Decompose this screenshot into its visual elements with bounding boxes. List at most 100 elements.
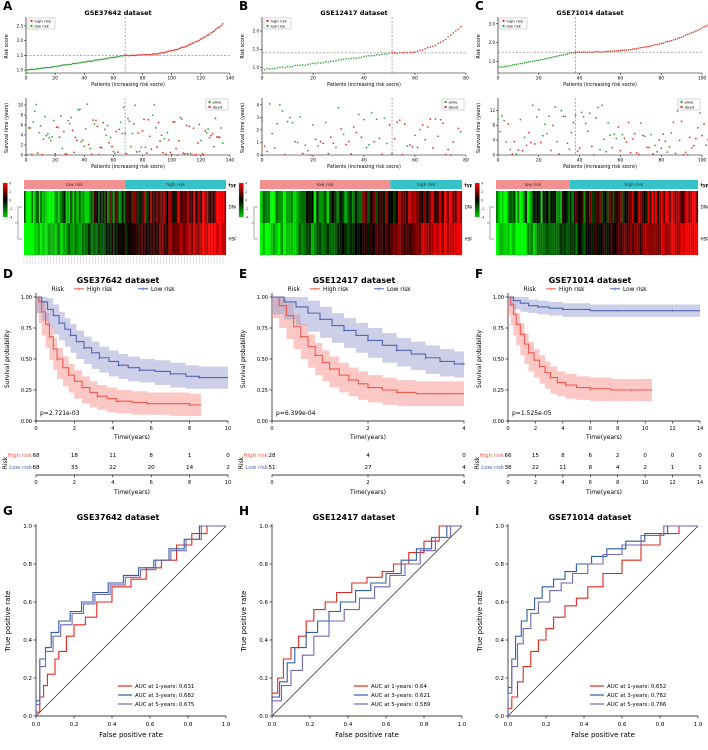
svg-text:1: 1 [256, 140, 259, 145]
svg-text:2: 2 [481, 190, 483, 194]
svg-text:AUC at 3-years: 0.782: AUC at 3-years: 0.782 [607, 693, 666, 699]
svg-text:1.5: 1.5 [253, 47, 260, 52]
svg-text:6: 6 [589, 453, 593, 459]
svg-text:20: 20 [52, 76, 58, 82]
svg-text:Survival time (years): Survival time (years) [240, 103, 246, 153]
svg-text:alive: alive [213, 100, 223, 105]
panel-i: I GSE71014 dataset 0.0 0.0 0.2 0.2 0.4 0.4 0.6… [472, 505, 708, 750]
svg-text:DNAJB6: DNAJB6 [701, 205, 708, 210]
svg-text:AUC at 5-years: 0.675: AUC at 5-years: 0.675 [135, 702, 194, 708]
svg-text:2: 2 [73, 426, 76, 432]
svg-text:60: 60 [618, 158, 624, 164]
svg-text:DNAJB6: DNAJB6 [229, 205, 237, 210]
svg-text:0: 0 [34, 480, 37, 486]
svg-text:1.00: 1.00 [21, 295, 32, 301]
svg-text:AUC at 1-years: 0.631: AUC at 1-years: 0.631 [135, 684, 194, 690]
svg-text:0.2: 0.2 [306, 722, 315, 728]
survival-scatter-c: 0 20 40 60 80 100 0 4 8 12 Patients (increasing ri… [476, 98, 708, 170]
svg-text:Time(years): Time(years) [585, 489, 622, 496]
svg-text:Patients (increasing risk socr: Patients (increasing risk socre) [563, 164, 637, 170]
svg-text:22: 22 [109, 465, 116, 471]
svg-text:Risk: Risk [2, 456, 9, 469]
svg-text:True positive rate: True positive rate [4, 591, 12, 653]
svg-text:0.4: 0.4 [344, 722, 353, 728]
svg-text:10: 10 [225, 480, 231, 486]
svg-text:8: 8 [589, 465, 593, 471]
svg-text:4: 4 [462, 426, 465, 432]
svg-text:0.00: 0.00 [257, 419, 268, 425]
svg-text:AUC at 3-years: 0.621: AUC at 3-years: 0.621 [371, 693, 430, 699]
svg-text:+: + [616, 308, 620, 314]
svg-text:Survival probability: Survival probability [476, 330, 483, 389]
svg-text:1.00: 1.00 [493, 295, 504, 301]
svg-text:Patients (increasing risk socr: Patients (increasing risk socre) [327, 82, 401, 88]
svg-text:HSPB1: HSPB1 [701, 237, 708, 242]
svg-text:+: + [527, 350, 531, 356]
svg-text:Time(years): Time(years) [349, 489, 386, 496]
panel-letter-b: B [239, 0, 249, 13]
svg-text:0.8: 0.8 [656, 722, 665, 728]
svg-text:0.8: 0.8 [184, 722, 193, 728]
svg-text:4: 4 [111, 480, 114, 486]
svg-text:0.50: 0.50 [493, 357, 504, 363]
svg-text:+: + [169, 371, 173, 377]
svg-text:8: 8 [492, 123, 495, 128]
svg-text:Risk: Risk [288, 286, 301, 293]
svg-text:+: + [538, 364, 542, 370]
svg-text:0.4: 0.4 [23, 638, 32, 644]
svg-text:12: 12 [490, 108, 496, 113]
svg-text:alive: alive [685, 100, 695, 105]
panel-letter-c: C [475, 0, 484, 13]
svg-text:40: 40 [361, 158, 367, 164]
svg-text:Time(years): Time(years) [349, 434, 386, 441]
svg-text:low risk: low risk [271, 24, 286, 29]
svg-text:0.6: 0.6 [23, 600, 32, 606]
svg-text:2: 2 [366, 480, 369, 486]
svg-text:+: + [313, 353, 317, 359]
svg-text:80: 80 [140, 76, 146, 82]
svg-text:+: + [438, 391, 442, 397]
svg-text:27: 27 [364, 465, 372, 471]
svg-text:False positive rate: False positive rate [99, 731, 163, 739]
svg-text:0.50: 0.50 [21, 357, 32, 363]
panel-title-d: GSE37642 dataset [76, 276, 160, 285]
svg-text:0: 0 [245, 199, 247, 203]
svg-text:1.0: 1.0 [495, 524, 504, 530]
svg-text:20: 20 [310, 76, 316, 82]
panel-f: F GSE71014 dataset Risk + High risk + Low ri… [472, 268, 708, 505]
svg-text:1.0: 1.0 [259, 524, 268, 530]
svg-text:80: 80 [140, 158, 146, 164]
svg-text:+: + [96, 394, 100, 400]
svg-text:80: 80 [658, 76, 664, 82]
svg-text:Low risk: Low risk [245, 465, 269, 471]
expression-heatmap-b: low risk high risk type DNAJB6 HSPB1 4 2 0 -2 -4 [238, 180, 473, 255]
svg-text:10: 10 [642, 480, 648, 486]
km-survival-plot-f: Risk + High risk + Low risk 0.00 0.25 0.50 0.75 1… [474, 286, 703, 496]
svg-text:+: + [55, 357, 59, 363]
svg-text:DNAJB6: DNAJB6 [465, 205, 473, 210]
svg-text:Patients (increasing risk socr: Patients (increasing risk socre) [91, 82, 165, 88]
svg-text:+: + [117, 363, 121, 369]
svg-text:0: 0 [20, 153, 23, 158]
svg-text:High risk: High risk [323, 287, 349, 293]
svg-text:alive: alive [449, 100, 459, 105]
svg-text:40: 40 [81, 158, 87, 164]
svg-text:0: 0 [226, 453, 230, 459]
svg-text:1: 1 [671, 465, 675, 471]
svg-text:Patients (increasing risk socr: Patients (increasing risk socre) [563, 82, 637, 88]
svg-text:100: 100 [167, 158, 176, 164]
survival-scatter-a: 0 20 40 60 80 100 120 140 0 2 4 6 8 10 Patients (incre… [4, 98, 234, 170]
svg-text:+: + [671, 308, 675, 314]
svg-text:+: + [366, 385, 370, 391]
svg-text:Survival time (years): Survival time (years) [4, 103, 10, 153]
panel-title-f: GSE71014 dataset [548, 276, 632, 285]
svg-text:60: 60 [412, 158, 418, 164]
svg-text:Low risk: Low risk [151, 287, 175, 293]
svg-text:0.4: 0.4 [108, 722, 117, 728]
svg-text:10: 10 [225, 426, 231, 432]
svg-text:60: 60 [412, 76, 418, 82]
panel-title-h: GSE12417 dataset [312, 513, 396, 522]
svg-text:low risk: low risk [317, 182, 334, 188]
svg-text:0.2: 0.2 [542, 722, 551, 728]
panel-title-i: GSE71014 dataset [548, 513, 632, 522]
